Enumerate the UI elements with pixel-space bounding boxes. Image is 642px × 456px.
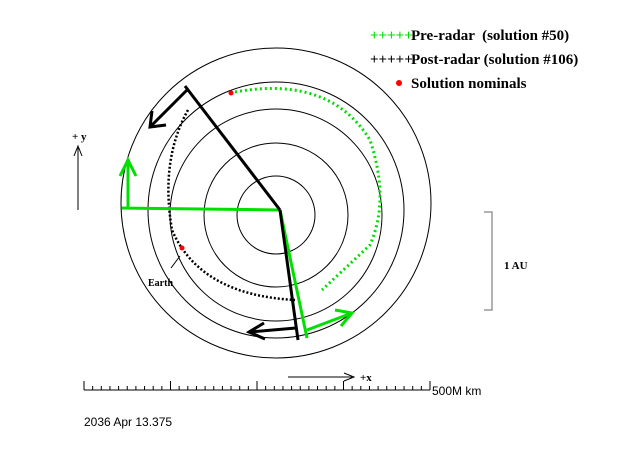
legend-label: Solution nominals — [411, 76, 527, 92]
orbits — [120, 47, 432, 359]
pre-radar-track — [234, 87, 382, 292]
arrowhead — [343, 372, 356, 382]
legend-label: Post-radar (solution #106) — [411, 52, 578, 68]
vector — [278, 209, 300, 341]
orbit — [120, 47, 432, 359]
orbit — [236, 175, 316, 255]
earth-label: Earth — [148, 278, 173, 289]
vector — [183, 85, 282, 211]
scale-label: 500M km — [432, 384, 481, 398]
legend-label: Pre-radar (solution #50) — [411, 28, 569, 44]
pre-radar-vectors — [118, 156, 355, 339]
legend-marker: +++++ — [370, 52, 413, 68]
au-label: 1 AU — [504, 260, 528, 272]
vector — [121, 206, 281, 212]
legend-marker: +++++ — [370, 28, 413, 44]
y-axis-label: + y — [72, 131, 87, 143]
vector — [278, 209, 309, 339]
nominal-point — [228, 90, 234, 96]
vector — [306, 311, 353, 332]
arrowhead — [245, 321, 266, 341]
arrowhead — [334, 308, 355, 327]
x-axis-label: +x — [360, 372, 372, 384]
nominal-point — [179, 245, 185, 251]
vector — [148, 88, 189, 129]
legend-marker — [396, 80, 402, 86]
post-radar-track — [167, 109, 296, 302]
arrowhead — [148, 110, 167, 129]
arrowhead — [118, 156, 138, 177]
arrowhead — [73, 144, 83, 157]
orbit — [203, 142, 349, 288]
vector — [249, 326, 297, 334]
earth-pointer — [170, 255, 181, 269]
distance-scale — [83, 381, 431, 391]
date-label: 2036 Apr 13.375 — [84, 415, 172, 429]
orbit — [147, 81, 405, 339]
au-bracket — [484, 211, 493, 311]
post-radar-vectors — [148, 85, 300, 341]
